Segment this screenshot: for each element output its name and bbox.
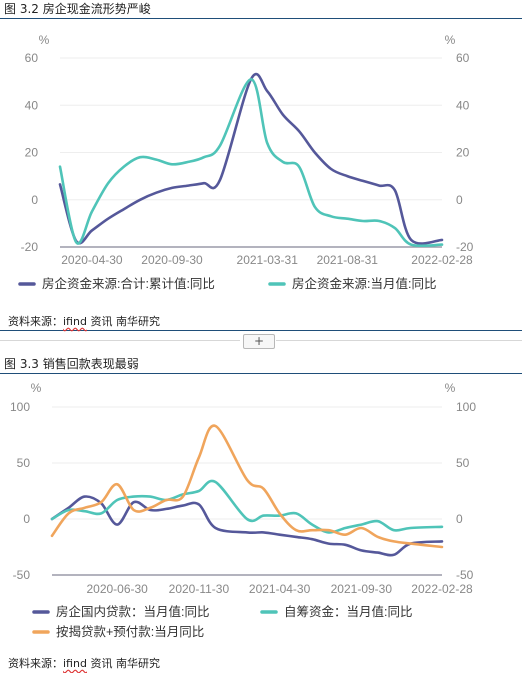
source-ifind: ifind: [63, 315, 87, 328]
series-line-2: [58, 78, 444, 248]
x-tick-label: 2020-06-30: [86, 582, 148, 596]
x-tick-label: 2020-04-30: [61, 253, 123, 267]
legend-label: 房企资金来源:当月值:同比: [292, 276, 436, 291]
y-tick-label-left: 100: [10, 400, 30, 414]
expand-button[interactable]: +: [243, 334, 275, 349]
y-axis-unit-right: %: [445, 381, 456, 395]
x-tick-label: 2021-08-31: [317, 253, 379, 267]
y-tick-label-left: 0: [23, 512, 30, 526]
y-tick-label-left: -50: [13, 568, 31, 582]
y-tick-label-left: 40: [25, 98, 39, 112]
separator-right: [276, 340, 522, 341]
source-prefix: 资料来源：: [8, 657, 63, 670]
chart-cash-flow: % % -20 -20 0 0 20 20 40 40 60 60 2020-04-30 2020-09-…: [18, 33, 474, 291]
y-tick-label-left: 60: [25, 51, 39, 65]
y-tick-label-right: 20: [456, 146, 470, 160]
y-tick-label-right: 100: [456, 400, 476, 414]
y-tick-label-right: 40: [456, 98, 470, 112]
x-tick-label: 2020-11-30: [169, 582, 230, 596]
series-line-3: [50, 424, 444, 549]
figure-title: 图 3.3 销售回款表现最弱: [0, 355, 522, 374]
x-tick-label: 2022-02-28: [411, 582, 473, 596]
legend-label: 自筹资金：当月值:同比: [284, 604, 412, 619]
series-line-2: [50, 479, 444, 534]
y-axis-unit-left: %: [39, 33, 50, 47]
legend-label: 房企国内贷款：当月值:同比: [56, 604, 209, 619]
source-prefix: 资料来源：: [8, 315, 63, 328]
y-tick-label-right: 0: [456, 193, 463, 207]
y-tick-label-right: -20: [456, 240, 474, 254]
y-tick-label-right: 50: [456, 456, 470, 470]
source-suffix: 资讯 南华研究: [86, 315, 160, 328]
source-note: 资料来源：ifind 资讯 南华研究: [0, 655, 522, 673]
y-tick-label-right: 0: [456, 512, 463, 526]
y-tick-label-right: -50: [456, 568, 474, 582]
y-tick-label-left: 0: [31, 193, 38, 207]
source-suffix: 资讯 南华研究: [86, 657, 160, 670]
x-tick-label: 2021-04-30: [249, 582, 311, 596]
y-tick-label-right: 60: [456, 51, 470, 65]
y-axis-unit-right: %: [445, 33, 456, 47]
y-tick-label-left: 50: [17, 456, 31, 470]
chart-sales-collection: % % -50 -50 0 0 50 50 100 100 2020-06-30 2020-11-30…: [10, 381, 476, 639]
x-tick-label: 2021-03-31: [237, 253, 299, 267]
legend-label: 房企资金来源:合计:累计值:同比: [42, 276, 215, 291]
x-tick-label: 2021-09-30: [331, 582, 393, 596]
x-tick-label: 2020-09-30: [141, 253, 203, 267]
figure-title: 图 3.2 房企现金流形势严峻: [0, 0, 522, 19]
source-note: 资料来源：ifind 资讯 南华研究: [0, 313, 522, 331]
y-axis-unit-left: %: [31, 381, 42, 395]
separator-left: [0, 340, 240, 341]
x-tick-label: 2022-02-28: [411, 253, 473, 267]
legend-label: 按揭贷款+预付款:当月同比: [56, 624, 204, 639]
y-tick-label-left: -20: [21, 240, 39, 254]
y-tick-label-left: 20: [25, 146, 39, 160]
source-ifind: ifind: [63, 657, 87, 670]
series-line-1: [58, 72, 444, 245]
series-line-1: [50, 495, 444, 557]
